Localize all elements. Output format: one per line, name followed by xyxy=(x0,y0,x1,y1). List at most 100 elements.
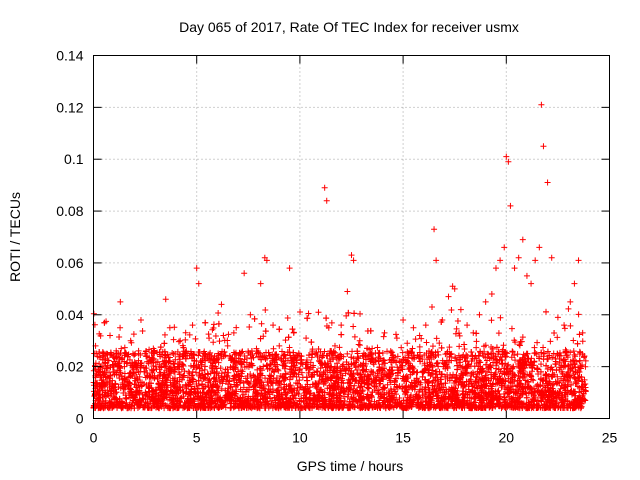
data-point xyxy=(313,368,320,375)
data-point xyxy=(298,369,305,376)
data-point xyxy=(175,338,182,345)
data-point xyxy=(219,380,226,387)
data-point xyxy=(161,340,168,347)
data-point xyxy=(202,363,209,370)
data-point xyxy=(237,361,244,368)
data-point xyxy=(221,337,228,344)
data-point xyxy=(519,354,526,361)
data-point xyxy=(171,324,178,331)
data-point xyxy=(153,390,160,397)
data-point xyxy=(136,388,143,395)
data-point xyxy=(282,386,289,393)
data-point xyxy=(456,332,463,339)
data-point xyxy=(570,348,577,355)
data-point xyxy=(421,362,428,369)
data-point xyxy=(215,320,222,327)
data-point xyxy=(137,351,144,358)
data-point xyxy=(575,311,582,318)
data-point xyxy=(178,360,185,367)
data-point xyxy=(504,350,511,357)
data-point xyxy=(122,394,129,401)
data-point xyxy=(135,347,142,354)
data-point xyxy=(239,348,246,355)
data-point xyxy=(247,371,254,378)
data-point xyxy=(182,336,189,343)
data-point xyxy=(113,389,120,396)
data-point xyxy=(376,397,383,404)
data-point xyxy=(456,356,463,363)
data-point xyxy=(122,376,129,383)
data-point xyxy=(174,384,181,391)
data-point xyxy=(410,355,417,362)
data-point xyxy=(100,371,107,378)
data-point xyxy=(140,396,147,403)
data-point xyxy=(116,333,123,340)
data-point xyxy=(222,387,229,394)
data-point xyxy=(185,368,192,375)
data-point xyxy=(218,385,225,392)
data-point xyxy=(255,401,262,408)
data-point xyxy=(284,349,291,356)
data-point xyxy=(183,382,190,389)
data-point xyxy=(193,404,200,411)
data-point xyxy=(237,367,244,374)
data-point xyxy=(417,358,424,365)
data-point xyxy=(230,349,237,356)
data-point xyxy=(509,382,516,389)
data-point xyxy=(432,352,439,359)
data-point xyxy=(260,363,267,370)
data-point xyxy=(320,368,327,375)
data-point xyxy=(342,389,349,396)
data-point xyxy=(516,399,523,406)
data-point xyxy=(543,371,550,378)
data-point xyxy=(206,376,213,383)
data-point xyxy=(430,404,437,411)
data-point xyxy=(463,378,470,385)
data-point xyxy=(107,372,114,379)
data-point xyxy=(328,319,335,326)
data-point xyxy=(317,348,324,355)
data-point xyxy=(579,338,586,345)
data-point xyxy=(178,394,185,401)
data-point xyxy=(505,361,512,368)
data-point xyxy=(91,321,98,328)
data-point xyxy=(305,403,312,410)
chart-title: Day 065 of 2017, Rate Of TEC Index for r… xyxy=(179,19,519,35)
data-point xyxy=(452,330,459,337)
data-point xyxy=(384,381,391,388)
data-point xyxy=(469,383,476,390)
data-point xyxy=(340,393,347,400)
data-point xyxy=(446,344,453,351)
data-point xyxy=(397,401,404,408)
data-point xyxy=(528,376,535,383)
data-point xyxy=(192,335,199,342)
data-point xyxy=(418,335,425,342)
data-point xyxy=(561,362,568,369)
data-point xyxy=(460,352,467,358)
data-point xyxy=(574,340,581,347)
data-point xyxy=(351,310,358,317)
data-point xyxy=(172,395,179,402)
data-point xyxy=(567,322,574,329)
data-point xyxy=(291,370,298,377)
data-point xyxy=(571,351,578,358)
data-point xyxy=(488,317,495,324)
data-point xyxy=(375,401,382,408)
data-point xyxy=(508,325,515,332)
data-point xyxy=(387,386,394,393)
data-point xyxy=(179,388,186,395)
data-point xyxy=(199,380,206,387)
data-point xyxy=(357,383,364,390)
data-point xyxy=(427,395,434,402)
data-point xyxy=(161,331,168,338)
data-point xyxy=(414,352,421,359)
data-point xyxy=(529,362,536,369)
data-point xyxy=(262,307,269,314)
data-point xyxy=(269,380,276,387)
data-point xyxy=(264,362,271,369)
data-point xyxy=(235,368,242,375)
data-point xyxy=(438,380,445,387)
data-point xyxy=(284,357,291,364)
data-point xyxy=(544,365,551,372)
